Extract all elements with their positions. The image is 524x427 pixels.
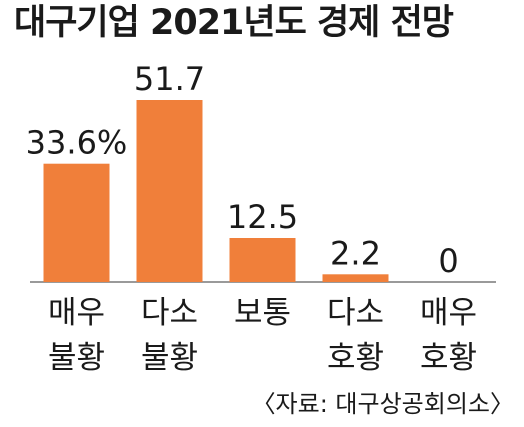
category-label-1-line-1: 불황 bbox=[141, 340, 198, 376]
bar-0 bbox=[43, 163, 110, 282]
value-label-4: 0 bbox=[438, 242, 458, 280]
category-label-3-line-0: 다소 bbox=[327, 295, 384, 331]
category-label-1-line-0: 다소 bbox=[141, 295, 198, 331]
category-label-3-line-1: 호황 bbox=[327, 340, 384, 376]
bar-2 bbox=[229, 238, 296, 282]
category-label-0-line-0: 매우 bbox=[48, 295, 105, 331]
category-label-2-line-0: 보통 bbox=[234, 295, 291, 331]
source-note: 〈자료: 대구상공회의소〉 bbox=[251, 390, 514, 418]
bars bbox=[43, 100, 389, 282]
value-labels: 33.6%51.7 12.5 2.2 0 bbox=[26, 60, 459, 280]
value-label-0: 33.6% bbox=[26, 124, 128, 162]
value-label-2: 12.5 bbox=[227, 198, 298, 236]
category-label-0-line-1: 불황 bbox=[48, 340, 105, 376]
value-label-1: 51.7 bbox=[134, 60, 205, 98]
chart-title: 대구기업 2021년도 경제 전망 bbox=[14, 3, 454, 43]
category-label-4-line-1: 호황 bbox=[420, 340, 477, 376]
category-label-4-line-0: 매우 bbox=[420, 295, 477, 331]
value-label-3: 2.2 bbox=[330, 234, 381, 272]
bar-1 bbox=[136, 100, 203, 282]
bar-3 bbox=[322, 274, 389, 282]
